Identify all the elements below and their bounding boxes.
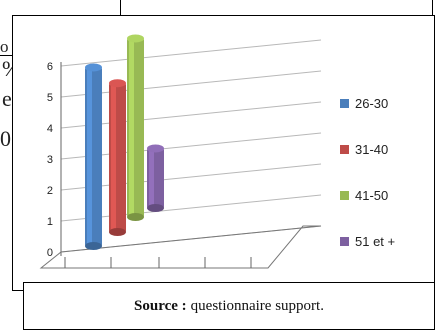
legend-label: 31-40 xyxy=(355,142,389,157)
bar-base xyxy=(85,242,102,250)
edge-text-fragment-3: e xyxy=(2,86,12,111)
gridline xyxy=(60,101,322,129)
bar-base xyxy=(127,213,144,221)
bar-highlight xyxy=(111,83,116,232)
source-text: questionnaire support. xyxy=(190,297,324,314)
y-tick-label: 5 xyxy=(47,92,53,104)
legend-swatch xyxy=(340,237,349,246)
legend-item: 51 et + xyxy=(340,234,430,280)
source-caption: Source : questionnaire support. xyxy=(23,282,435,330)
bar-top xyxy=(127,34,144,43)
bar-top xyxy=(147,144,164,153)
legend-label: 26-30 xyxy=(355,96,389,111)
bar-chart-3d: 0 1 2 3 4 5 6 xyxy=(39,34,322,269)
legend-item: 26-30 xyxy=(340,96,430,142)
y-tick-label: 0 xyxy=(47,247,53,259)
bar-base xyxy=(109,228,126,236)
gridline xyxy=(60,70,322,98)
chart-legend: 26-30 31-40 41-50 51 et + xyxy=(340,96,430,280)
gridline xyxy=(60,194,322,222)
y-tick-label: 4 xyxy=(47,123,53,135)
source-label: Source : xyxy=(134,297,187,314)
bar-top xyxy=(109,79,126,88)
edge-text-fragment-4: 0 xyxy=(0,126,11,151)
bar-highlight xyxy=(87,67,92,246)
y-tick-label: 6 xyxy=(47,61,53,73)
bar-base xyxy=(147,204,164,212)
gridline xyxy=(60,132,322,160)
gridline xyxy=(60,39,322,67)
y-tick-label: 3 xyxy=(47,154,53,166)
legend-swatch xyxy=(340,145,349,154)
legend-item: 41-50 xyxy=(340,188,430,234)
bar-highlight xyxy=(149,148,154,208)
gridline xyxy=(60,163,322,191)
chart-container: 0 1 2 3 4 5 6 26-30 31-40 41-50 51 et + xyxy=(12,15,435,291)
legend-item: 31-40 xyxy=(340,142,430,188)
edge-text-fragment-1: o xyxy=(0,37,9,56)
legend-swatch xyxy=(340,99,349,108)
y-tick-label: 2 xyxy=(47,185,53,197)
y-tick-label: 1 xyxy=(47,216,53,228)
bar-highlight xyxy=(129,38,134,217)
legend-swatch xyxy=(340,191,349,200)
floor-plane xyxy=(39,225,322,269)
legend-label: 41-50 xyxy=(355,188,389,203)
bar-top xyxy=(85,63,102,72)
legend-label: 51 et + xyxy=(355,234,396,249)
